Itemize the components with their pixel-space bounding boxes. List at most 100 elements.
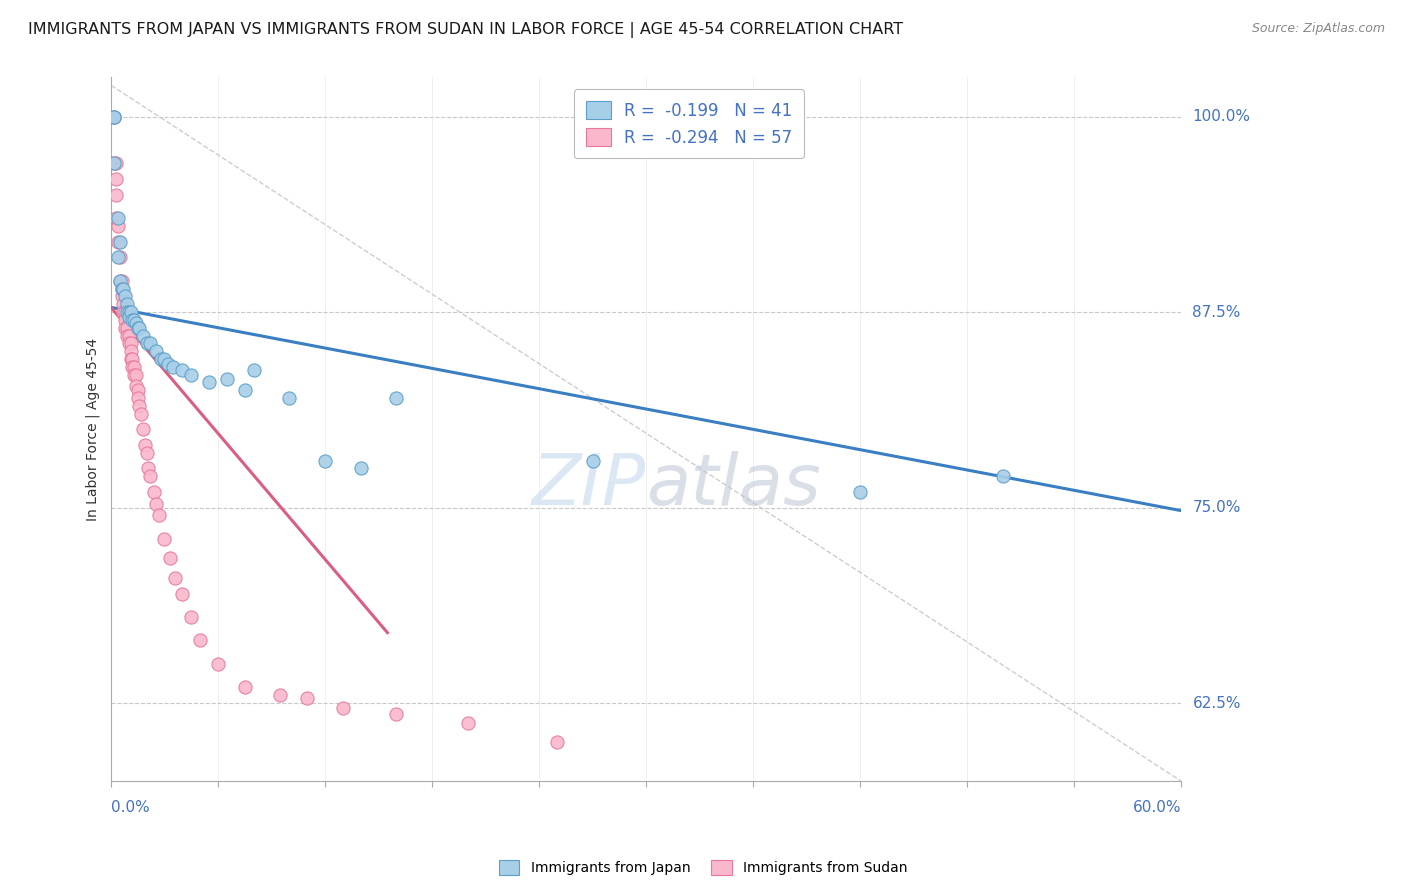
Point: [139, 336, 162, 351]
Point: [849, 484, 872, 499]
Point: [112, 297, 135, 311]
Point: [314, 453, 336, 467]
Point: [139, 469, 162, 483]
Point: [128, 320, 150, 334]
Point: [278, 391, 301, 405]
Point: [135, 336, 157, 351]
Point: [103, 110, 125, 124]
Point: [112, 305, 135, 319]
Point: [148, 508, 170, 523]
Text: 62.5%: 62.5%: [1192, 696, 1241, 711]
Text: atlas: atlas: [647, 451, 821, 520]
Point: [120, 344, 142, 359]
Point: [105, 187, 128, 202]
Point: [295, 691, 318, 706]
Point: [127, 391, 149, 405]
Point: [103, 110, 125, 124]
Point: [110, 282, 132, 296]
Point: [110, 282, 132, 296]
Point: [108, 274, 131, 288]
Point: [125, 368, 148, 382]
Text: 87.5%: 87.5%: [1192, 304, 1240, 319]
Point: [134, 438, 156, 452]
Point: [145, 344, 167, 359]
Point: [108, 235, 131, 249]
Point: [132, 328, 155, 343]
Point: [142, 484, 165, 499]
Point: [121, 359, 143, 374]
Point: [162, 359, 184, 374]
Text: 75.0%: 75.0%: [1192, 500, 1240, 515]
Point: [107, 250, 129, 264]
Point: [105, 211, 128, 226]
Point: [156, 357, 179, 371]
Point: [149, 351, 172, 366]
Y-axis label: In Labor Force | Age 45-54: In Labor Force | Age 45-54: [86, 338, 100, 521]
Point: [145, 497, 167, 511]
Point: [546, 735, 568, 749]
Point: [215, 372, 238, 386]
Point: [269, 688, 291, 702]
Point: [122, 359, 145, 374]
Point: [108, 250, 131, 264]
Point: [207, 657, 229, 671]
Legend: Immigrants from Japan, Immigrants from Sudan: Immigrants from Japan, Immigrants from S…: [494, 855, 912, 880]
Point: [118, 336, 141, 351]
Point: [125, 378, 148, 392]
Point: [159, 550, 181, 565]
Point: [165, 571, 187, 585]
Point: [105, 156, 128, 170]
Legend: R =  -0.199   N = 41, R =  -0.294   N = 57: R = -0.199 N = 41, R = -0.294 N = 57: [574, 89, 804, 158]
Point: [172, 586, 194, 600]
Point: [457, 716, 479, 731]
Point: [120, 336, 142, 351]
Text: ZIP: ZIP: [531, 451, 647, 520]
Point: [110, 289, 132, 303]
Text: IMMIGRANTS FROM JAPAN VS IMMIGRANTS FROM SUDAN IN LABOR FORCE | AGE 45-54 CORREL: IMMIGRANTS FROM JAPAN VS IMMIGRANTS FROM…: [28, 22, 903, 38]
Point: [115, 297, 138, 311]
Point: [125, 316, 148, 330]
Point: [991, 469, 1014, 483]
Point: [103, 110, 125, 124]
Point: [107, 211, 129, 226]
Point: [103, 156, 125, 170]
Point: [385, 391, 408, 405]
Point: [233, 383, 256, 397]
Point: [107, 219, 129, 233]
Point: [153, 351, 176, 366]
Point: [114, 313, 136, 327]
Text: 100.0%: 100.0%: [1192, 109, 1250, 124]
Point: [115, 305, 138, 319]
Point: [127, 320, 149, 334]
Point: [233, 681, 256, 695]
Point: [110, 274, 132, 288]
Point: [115, 320, 138, 334]
Point: [172, 363, 194, 377]
Point: [105, 172, 128, 186]
Point: [129, 407, 152, 421]
Point: [118, 305, 141, 319]
Text: 60.0%: 60.0%: [1133, 800, 1181, 815]
Point: [127, 383, 149, 397]
Point: [115, 328, 138, 343]
Point: [153, 532, 176, 546]
Point: [198, 376, 221, 390]
Point: [118, 328, 141, 343]
Point: [114, 305, 136, 319]
Point: [128, 399, 150, 413]
Point: [121, 313, 143, 327]
Point: [350, 461, 373, 475]
Point: [114, 320, 136, 334]
Point: [112, 282, 135, 296]
Point: [122, 313, 145, 327]
Point: [332, 700, 354, 714]
Point: [385, 706, 408, 721]
Point: [122, 368, 145, 382]
Point: [103, 156, 125, 170]
Point: [121, 351, 143, 366]
Point: [242, 363, 264, 377]
Point: [120, 305, 142, 319]
Point: [138, 461, 160, 475]
Text: 0.0%: 0.0%: [111, 800, 149, 815]
Point: [135, 446, 157, 460]
